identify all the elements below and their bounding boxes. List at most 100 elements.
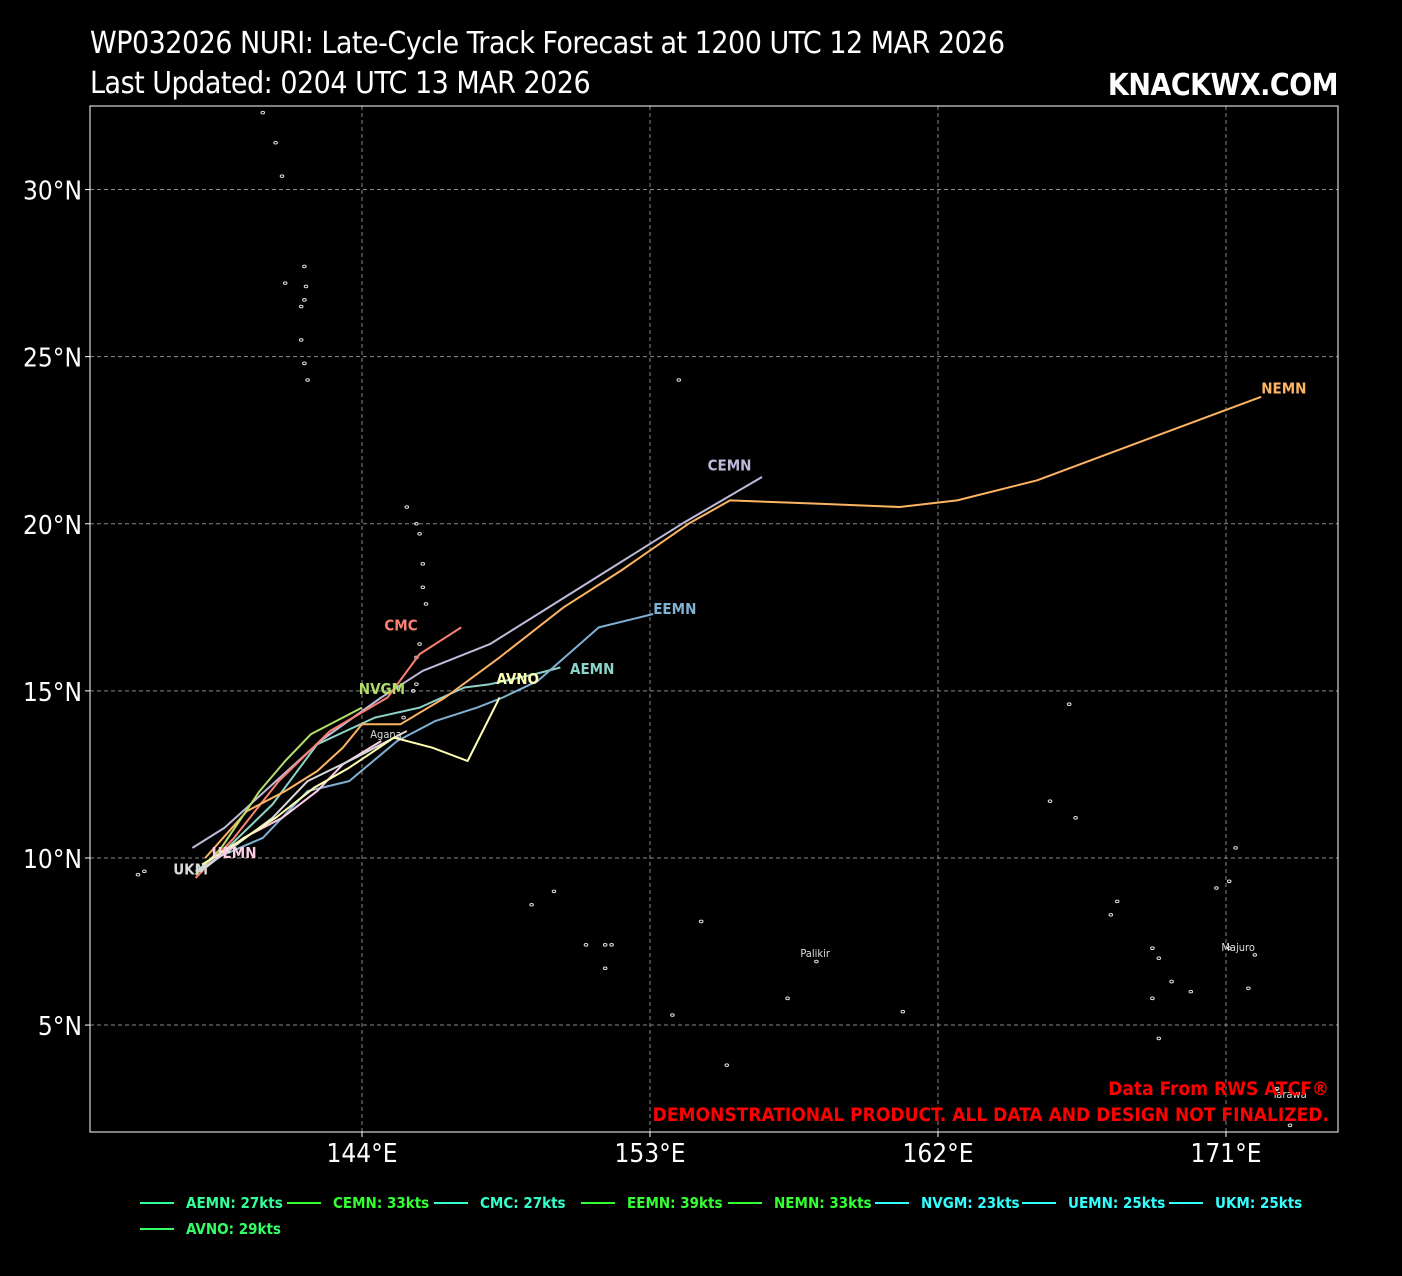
island bbox=[698, 919, 704, 924]
island bbox=[1252, 953, 1258, 957]
lat-tick-label: 10°N bbox=[23, 845, 82, 875]
island bbox=[676, 378, 682, 382]
lat-tick-label: 15°N bbox=[23, 678, 82, 708]
legend-swatch bbox=[140, 1228, 174, 1230]
island bbox=[279, 174, 285, 178]
island bbox=[609, 943, 614, 947]
island bbox=[724, 1063, 730, 1067]
lat-tick-label: 30°N bbox=[23, 177, 82, 207]
legend-swatch bbox=[434, 1202, 468, 1204]
island bbox=[401, 715, 406, 720]
map-grid bbox=[90, 106, 1338, 1132]
track-cemn bbox=[191, 476, 763, 849]
island bbox=[417, 531, 422, 536]
island bbox=[1156, 1036, 1162, 1041]
track-aemn bbox=[195, 666, 561, 873]
legend-item: AVNO: 29kts bbox=[140, 1220, 281, 1238]
island bbox=[305, 378, 310, 382]
lon-tick-label: 144°E bbox=[326, 1139, 397, 1169]
island bbox=[1169, 979, 1174, 984]
track-ukm bbox=[198, 730, 408, 873]
island bbox=[1156, 956, 1162, 961]
island bbox=[529, 902, 534, 907]
lon-tick-label: 153°E bbox=[614, 1139, 685, 1169]
island bbox=[1108, 912, 1114, 917]
lon-tick-label: 162°E bbox=[902, 1139, 973, 1169]
lat-tick-label: 20°N bbox=[23, 511, 82, 541]
island bbox=[670, 1013, 675, 1017]
legend-item: EEMN: 39kts bbox=[581, 1194, 723, 1212]
island bbox=[1188, 989, 1194, 994]
island bbox=[423, 602, 429, 606]
island bbox=[414, 682, 419, 686]
island bbox=[602, 966, 608, 971]
island bbox=[900, 1009, 906, 1014]
island bbox=[1246, 986, 1251, 991]
legend-item: NVGM: 23kts bbox=[875, 1194, 1020, 1212]
legend-swatch bbox=[581, 1202, 615, 1204]
island bbox=[1226, 879, 1232, 884]
legend-swatch bbox=[1022, 1202, 1056, 1204]
island bbox=[1226, 946, 1232, 950]
island bbox=[602, 943, 608, 947]
track-label-nemn: NEMN bbox=[1261, 379, 1306, 397]
brand-logo-text: KNACKWX.COM bbox=[1107, 68, 1339, 103]
island bbox=[298, 338, 304, 342]
legend-item: CMC: 27kts bbox=[434, 1194, 566, 1212]
legend-item: CEMN: 33kts bbox=[287, 1194, 429, 1212]
legend-label: UKM: 25kts bbox=[1215, 1194, 1303, 1212]
island bbox=[785, 996, 790, 1001]
island bbox=[1114, 899, 1120, 904]
track-cmc bbox=[194, 626, 462, 879]
legend-label: EEMN: 39kts bbox=[627, 1194, 723, 1212]
island bbox=[282, 281, 288, 285]
legend-swatch bbox=[875, 1202, 909, 1204]
legend-label: NVGM: 23kts bbox=[921, 1194, 1020, 1212]
islands bbox=[135, 110, 1293, 1128]
map-title: WP032026 NURI: Late-Cycle Track Forecast… bbox=[90, 26, 1005, 61]
track-label-aemn: AEMN bbox=[570, 660, 614, 678]
legend-swatch bbox=[287, 1202, 321, 1204]
track-label-cmc: CMC bbox=[384, 617, 417, 635]
legend-label: UEMN: 25kts bbox=[1068, 1194, 1166, 1212]
legend-item: UKM: 25kts bbox=[1169, 1194, 1302, 1212]
island bbox=[1233, 846, 1238, 850]
island bbox=[1287, 1123, 1293, 1128]
island bbox=[814, 959, 819, 964]
island bbox=[273, 140, 278, 145]
island bbox=[417, 642, 422, 646]
island bbox=[298, 304, 304, 309]
legend-label: CEMN: 33kts bbox=[333, 1194, 430, 1212]
legend-swatch bbox=[1169, 1202, 1203, 1204]
place-label: Palikir bbox=[800, 947, 831, 960]
legend-label: AVNO: 29kts bbox=[186, 1220, 281, 1238]
island bbox=[303, 284, 309, 289]
place-label: Tarawa bbox=[1271, 1088, 1307, 1101]
track-nvgm bbox=[194, 706, 363, 876]
island bbox=[1214, 886, 1219, 890]
lat-tick-label: 5°N bbox=[38, 1012, 82, 1042]
island bbox=[135, 872, 141, 877]
island bbox=[302, 361, 307, 366]
island bbox=[1150, 946, 1155, 950]
island bbox=[414, 521, 419, 526]
island bbox=[142, 869, 147, 874]
track-label-eemn: EEMN bbox=[653, 600, 696, 618]
track-avno bbox=[201, 697, 501, 866]
island bbox=[551, 889, 557, 894]
lon-tick-label: 171°E bbox=[1190, 1139, 1261, 1169]
legend-item: AEMN: 27kts bbox=[140, 1194, 283, 1212]
island bbox=[420, 562, 426, 566]
legend-label: AEMN: 27kts bbox=[186, 1194, 283, 1212]
island bbox=[1047, 799, 1053, 803]
island bbox=[1274, 1086, 1280, 1091]
data-source-note: Data From RWS ATCF® bbox=[1108, 1078, 1329, 1100]
track-label-ukm: UKM bbox=[173, 861, 208, 879]
legend-item: UEMN: 25kts bbox=[1022, 1194, 1165, 1212]
last-updated: Last Updated: 0204 UTC 13 MAR 2026 bbox=[90, 66, 591, 101]
island bbox=[260, 110, 266, 115]
island bbox=[302, 264, 307, 269]
island bbox=[1066, 702, 1072, 707]
lat-tick-label: 25°N bbox=[23, 344, 82, 374]
